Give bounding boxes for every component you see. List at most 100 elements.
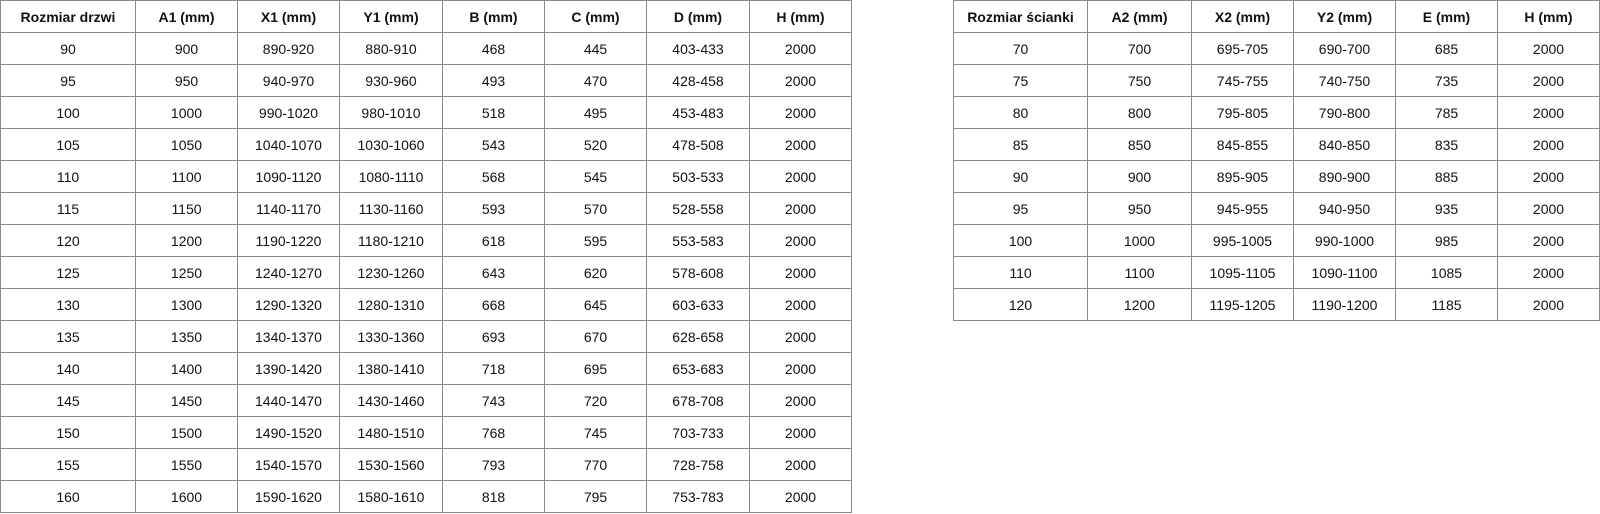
table-cell: 1600 bbox=[135, 480, 238, 513]
table-row: 110 1100 1090-1120 1080-1110 568 545 503-533 20… bbox=[0, 160, 852, 193]
table-row: 155 1550 1540-1570 1530-1560 793 770 728-758 20… bbox=[0, 448, 852, 481]
table-cell: 1290-1320 bbox=[237, 288, 340, 321]
table-cell: 885 bbox=[1395, 160, 1498, 193]
table-row: 75 750 745-755 740-750 735 2000 bbox=[953, 64, 1600, 97]
table-cell: 110 bbox=[953, 256, 1088, 289]
table-cell: 2000 bbox=[749, 256, 852, 289]
table-cell: 1085 bbox=[1395, 256, 1498, 289]
table-cell: 403-433 bbox=[646, 32, 750, 65]
table-cell: 818 bbox=[442, 480, 545, 513]
table-cell: 845-855 bbox=[1191, 128, 1294, 161]
table-cell: 2000 bbox=[1497, 224, 1600, 257]
table-cell: 930-960 bbox=[339, 64, 443, 97]
table-cell: 743 bbox=[442, 384, 545, 417]
table-cell: 2000 bbox=[749, 224, 852, 257]
table-cell: 795 bbox=[544, 480, 647, 513]
table-cell: 493 bbox=[442, 64, 545, 97]
table-cell: 1400 bbox=[135, 352, 238, 385]
table-cell: 795-805 bbox=[1191, 96, 1294, 129]
table-cell: 618 bbox=[442, 224, 545, 257]
table-row: 90 900 895-905 890-900 885 2000 bbox=[953, 160, 1600, 193]
table-cell: 735 bbox=[1395, 64, 1498, 97]
table-cell: 1100 bbox=[135, 160, 238, 193]
table-cell: 840-850 bbox=[1293, 128, 1396, 161]
table-cell: 495 bbox=[544, 96, 647, 129]
table-cell: 668 bbox=[442, 288, 545, 321]
table-cell: 100 bbox=[953, 224, 1088, 257]
table-cell: 2000 bbox=[749, 288, 852, 321]
table-cell: 470 bbox=[544, 64, 647, 97]
table-row: 130 1300 1290-1320 1280-1310 668 645 603-633 20… bbox=[0, 288, 852, 321]
table-cell: 1190-1220 bbox=[237, 224, 340, 257]
table-cell: 2000 bbox=[749, 480, 852, 513]
table-cell: 1200 bbox=[135, 224, 238, 257]
table-cell: 835 bbox=[1395, 128, 1498, 161]
table-cell: 1200 bbox=[1087, 288, 1192, 321]
table-cell: 670 bbox=[544, 320, 647, 353]
table-cell: 695-705 bbox=[1191, 32, 1294, 65]
table-cell: 2000 bbox=[749, 64, 852, 97]
table-cell: 995-1005 bbox=[1191, 224, 1294, 257]
table-cell: 695 bbox=[544, 352, 647, 385]
table-cell: 890-900 bbox=[1293, 160, 1396, 193]
column-header: Rozmiar drzwi bbox=[0, 0, 136, 33]
table-row: 140 1400 1390-1420 1380-1410 718 695 653-683 20… bbox=[0, 352, 852, 385]
table-cell: 543 bbox=[442, 128, 545, 161]
table-cell: 793 bbox=[442, 448, 545, 481]
column-header: H (mm) bbox=[1497, 0, 1600, 33]
table-cell: 1150 bbox=[135, 192, 238, 225]
table-cell: 75 bbox=[953, 64, 1088, 97]
table-cell: 2000 bbox=[749, 448, 852, 481]
table-cell: 70 bbox=[953, 32, 1088, 65]
table-cell: 950 bbox=[1087, 192, 1192, 225]
table-cell: 2000 bbox=[749, 160, 852, 193]
table-cell: 1490-1520 bbox=[237, 416, 340, 449]
table-row: 90 900 890-920 880-910 468 445 403-433 2000 bbox=[0, 32, 852, 65]
table-cell: 1390-1420 bbox=[237, 352, 340, 385]
table-cell: 1185 bbox=[1395, 288, 1498, 321]
table-cell: 800 bbox=[1087, 96, 1192, 129]
table-row: 105 1050 1040-1070 1030-1060 543 520 478-508 20… bbox=[0, 128, 852, 161]
table-cell: 1190-1200 bbox=[1293, 288, 1396, 321]
column-header: A2 (mm) bbox=[1087, 0, 1192, 33]
table-row: 115 1150 1140-1170 1130-1160 593 570 528-558 20… bbox=[0, 192, 852, 225]
table-cell: 130 bbox=[0, 288, 136, 321]
table-cell: 1340-1370 bbox=[237, 320, 340, 353]
table-cell: 578-608 bbox=[646, 256, 750, 289]
table-cell: 468 bbox=[442, 32, 545, 65]
table-cell: 645 bbox=[544, 288, 647, 321]
table-cell: 95 bbox=[953, 192, 1088, 225]
table-cell: 2000 bbox=[749, 416, 852, 449]
column-header: H (mm) bbox=[749, 0, 852, 33]
table-cell: 135 bbox=[0, 320, 136, 353]
table-cell: 518 bbox=[442, 96, 545, 129]
table-cell: 940-950 bbox=[1293, 192, 1396, 225]
column-header: X2 (mm) bbox=[1191, 0, 1294, 33]
table-row: 135 1350 1340-1370 1330-1360 693 670 628-658 20… bbox=[0, 320, 852, 353]
table-cell: 1250 bbox=[135, 256, 238, 289]
table-cell: 990-1000 bbox=[1293, 224, 1396, 257]
table-cell: 750 bbox=[1087, 64, 1192, 97]
table-cell: 110 bbox=[0, 160, 136, 193]
table-cell: 985 bbox=[1395, 224, 1498, 257]
column-header: Y1 (mm) bbox=[339, 0, 443, 33]
table-cell: 2000 bbox=[1497, 96, 1600, 129]
table-cell: 2000 bbox=[749, 192, 852, 225]
table-cell: 2000 bbox=[749, 384, 852, 417]
table-cell: 1530-1560 bbox=[339, 448, 443, 481]
table-cell: 643 bbox=[442, 256, 545, 289]
table-cell: 1380-1410 bbox=[339, 352, 443, 385]
table-cell: 890-920 bbox=[237, 32, 340, 65]
table-row: 145 1450 1440-1470 1430-1460 743 720 678-708 20… bbox=[0, 384, 852, 417]
table-cell: 1000 bbox=[1087, 224, 1192, 257]
table-cell: 1430-1460 bbox=[339, 384, 443, 417]
table-cell: 935 bbox=[1395, 192, 1498, 225]
table-row: 100 1000 995-1005 990-1000 985 2000 bbox=[953, 224, 1600, 257]
table-cell: 478-508 bbox=[646, 128, 750, 161]
table-cell: 753-783 bbox=[646, 480, 750, 513]
table-cell: 100 bbox=[0, 96, 136, 129]
table-cell: 1180-1210 bbox=[339, 224, 443, 257]
walls-size-table: Rozmiar ścianki A2 (mm) X2 (mm) Y2 (mm) E (m… bbox=[953, 0, 1600, 321]
table-cell: 1540-1570 bbox=[237, 448, 340, 481]
table-cell: 718 bbox=[442, 352, 545, 385]
